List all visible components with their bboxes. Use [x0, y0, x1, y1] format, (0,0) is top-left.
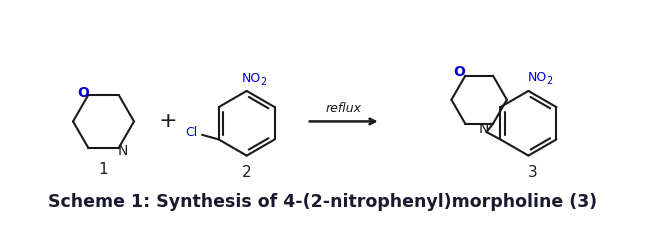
- Text: NO: NO: [242, 71, 261, 85]
- Text: 1: 1: [99, 162, 108, 177]
- Text: 2: 2: [260, 77, 266, 87]
- Text: Cl: Cl: [185, 126, 197, 139]
- Text: 2: 2: [242, 165, 252, 180]
- Text: O: O: [453, 65, 465, 79]
- Text: reflux: reflux: [326, 102, 362, 115]
- Text: 2: 2: [546, 76, 553, 86]
- Text: Scheme 1: Synthesis of 4-(2-nitrophenyl)morpholine (3): Scheme 1: Synthesis of 4-(2-nitrophenyl)…: [48, 193, 597, 211]
- Text: N: N: [479, 122, 489, 136]
- Text: NO: NO: [528, 71, 547, 84]
- Text: O: O: [77, 86, 88, 100]
- Text: N: N: [117, 144, 128, 158]
- Text: 3: 3: [528, 165, 538, 180]
- Text: +: +: [159, 112, 177, 131]
